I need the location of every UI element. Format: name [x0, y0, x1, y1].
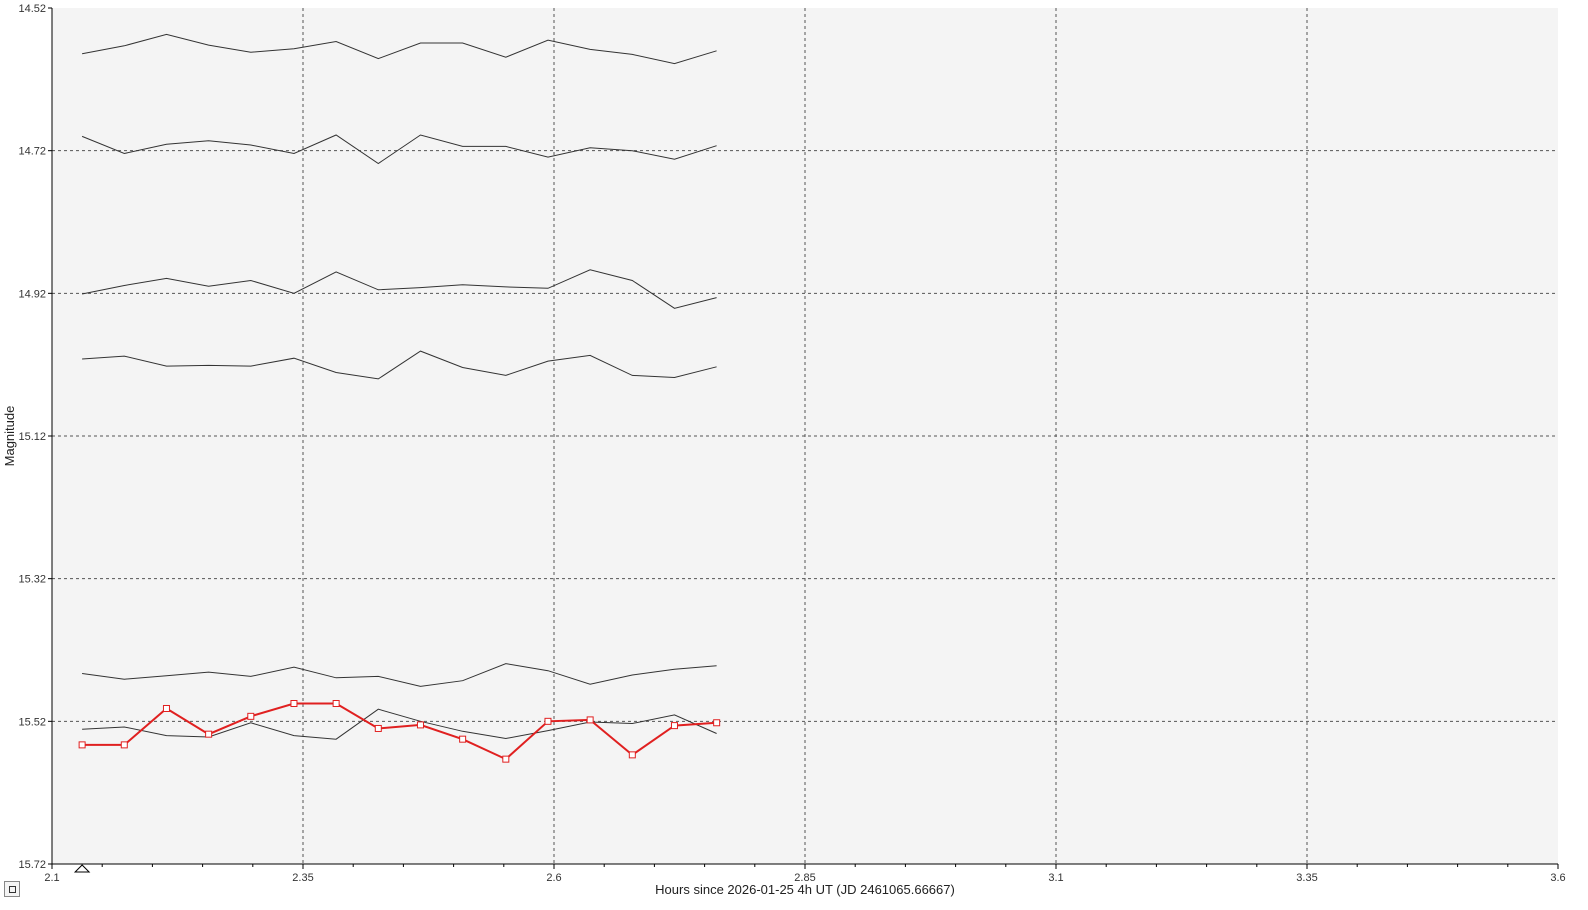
data-point-marker[interactable] — [78, 741, 86, 749]
data-point-marker[interactable] — [290, 700, 298, 707]
time-marker-triangle[interactable] — [73, 864, 91, 873]
corner-toggle-button[interactable] — [4, 881, 20, 897]
y-tick-label: 14.92 — [18, 288, 46, 300]
y-tick-label: 14.52 — [18, 3, 46, 15]
y-tick-label: 15.32 — [18, 574, 46, 586]
x-tick-label: 2.85 — [794, 872, 815, 884]
y-tick-label: 14.72 — [18, 146, 46, 158]
y-tick-label: 15.12 — [18, 431, 46, 443]
x-tick-label: 2.35 — [292, 872, 313, 884]
data-point-marker[interactable] — [544, 717, 552, 725]
series-line-6 — [82, 708, 717, 740]
series-line-1 — [82, 33, 717, 65]
data-point-marker[interactable] — [670, 722, 678, 730]
grid-lines — [52, 8, 1558, 864]
data-point-marker[interactable] — [628, 751, 636, 759]
series-layer — [78, 33, 721, 763]
data-point-marker[interactable] — [332, 700, 340, 707]
data-point-marker[interactable] — [416, 721, 424, 729]
data-point-marker[interactable] — [162, 704, 170, 712]
series-line-4 — [82, 350, 717, 380]
axis-ticks: 14.52 14.72 14.92 15.12 15.32 15.52 15.722.1 2.… — [18, 3, 1565, 884]
data-point-marker[interactable] — [205, 730, 213, 738]
data-point-marker[interactable] — [247, 712, 255, 720]
data-point-marker[interactable] — [713, 719, 721, 727]
x-tick-label: 2.6 — [546, 872, 561, 884]
x-tick-label: 3.1 — [1048, 872, 1063, 884]
series-line-7 — [82, 702, 717, 761]
series-line-5 — [82, 663, 717, 687]
x-tick-label: 3.6 — [1550, 872, 1565, 884]
data-point-marker[interactable] — [120, 741, 128, 749]
data-point-marker[interactable] — [374, 724, 382, 732]
x-tick-label: 3.35 — [1296, 872, 1317, 884]
series-line-3 — [82, 269, 717, 309]
x-axis-title: Hours since 2026-01-25 4h UT (JD 2461065… — [655, 882, 955, 897]
y-tick-label: 15.52 — [18, 716, 46, 728]
data-point-marker[interactable] — [459, 735, 467, 743]
y-tick-label: 15.72 — [18, 859, 46, 871]
data-point-marker[interactable] — [502, 755, 510, 763]
y-axis-title: Magnitude — [2, 406, 17, 467]
x-tick-label: 2.1 — [44, 872, 59, 884]
series-line-2 — [81, 134, 717, 165]
data-point-marker[interactable] — [586, 716, 594, 724]
